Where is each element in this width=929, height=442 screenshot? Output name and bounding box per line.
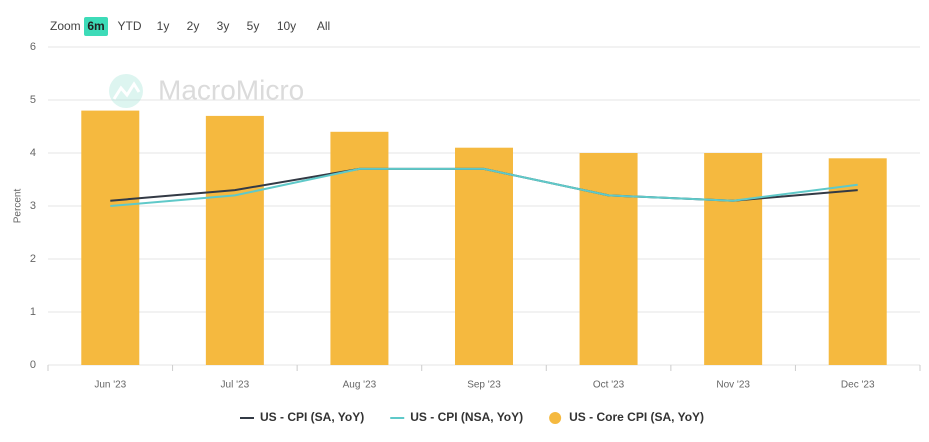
- zoom-label: Zoom: [50, 19, 81, 33]
- y-tick-label: 5: [30, 94, 36, 106]
- bar: [455, 147, 513, 365]
- bar: [828, 158, 887, 365]
- x-tick-label: Aug '23: [343, 380, 377, 391]
- legend-label[interactable]: US - CPI (SA, YoY): [260, 410, 364, 424]
- y-tick-label: 2: [30, 253, 36, 265]
- legend-marker: [549, 412, 562, 424]
- bar: [704, 153, 763, 365]
- legend-label[interactable]: US - CPI (NSA, YoY): [410, 410, 523, 424]
- bar: [330, 131, 389, 365]
- zoom-button[interactable]: 1y: [157, 19, 170, 33]
- y-tick-label: 6: [30, 41, 36, 53]
- x-tick-label: Oct '23: [593, 380, 625, 391]
- bar: [205, 115, 264, 366]
- y-tick-label: 0: [30, 359, 36, 371]
- legend-label[interactable]: US - Core CPI (SA, YoY): [569, 410, 704, 424]
- zoom-button[interactable]: All: [317, 19, 330, 33]
- zoom-button[interactable]: 3y: [217, 19, 230, 33]
- bar: [81, 110, 140, 365]
- zoom-button[interactable]: YTD: [118, 19, 142, 33]
- zoom-button-bg: [84, 17, 108, 36]
- zoom-button[interactable]: 2y: [187, 19, 200, 33]
- x-tick-label: Dec '23: [841, 380, 875, 391]
- y-axis-label: Percent: [13, 189, 24, 224]
- line: [110, 167, 858, 207]
- y-tick-label: 1: [30, 306, 36, 318]
- zoom-button[interactable]: 6m: [87, 19, 104, 33]
- watermark-text: MacroMicro: [158, 74, 304, 105]
- y-tick-label: 4: [30, 147, 36, 159]
- x-tick-label: Jul '23: [221, 380, 250, 391]
- x-tick-label: Nov '23: [716, 380, 750, 391]
- x-tick-label: Sep '23: [467, 380, 501, 391]
- watermark: MacroMicro: [109, 74, 304, 108]
- zoom-button[interactable]: 10y: [277, 19, 296, 33]
- x-tick-label: Jun '23: [94, 380, 126, 391]
- bar: [579, 153, 638, 365]
- y-tick-label: 3: [30, 200, 36, 212]
- zoom-button[interactable]: 5y: [247, 19, 260, 33]
